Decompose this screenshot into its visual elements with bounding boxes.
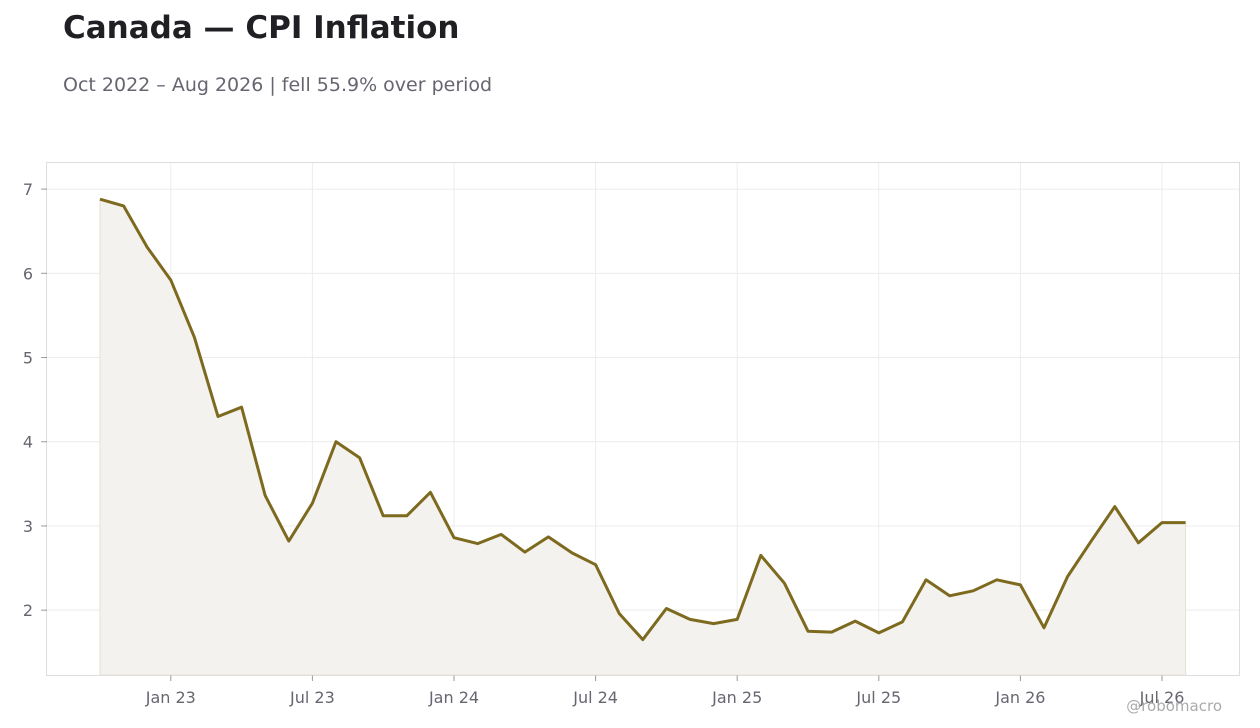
chart-subtitle: Oct 2022 – Aug 2026 | fell 55.9% over pe… <box>63 74 493 96</box>
x-tick-label: Jan 24 <box>428 688 479 707</box>
y-tick-label: 7 <box>23 180 33 199</box>
x-tick-label: Jan 23 <box>145 688 196 707</box>
watermark: @robomacro <box>1126 697 1222 715</box>
x-tick-label: Jan 26 <box>994 688 1045 707</box>
x-tick-label: Jul 26 <box>1139 688 1185 707</box>
cpi-line <box>99 197 1186 642</box>
x-axis-ticks: Jan 23 Jul 23 Jan 24 Jul 24 Jan 25 Jul 25 Jan … <box>145 675 1185 707</box>
area-fill <box>99 198 1187 676</box>
x-tick-label: Jul 24 <box>572 688 618 707</box>
y-tick-label: 6 <box>23 264 33 283</box>
y-axis-ticks: 2 3 4 5 6 7 <box>23 180 47 620</box>
x-tick-label: Jul 25 <box>855 688 901 707</box>
y-tick-label: 5 <box>23 349 33 368</box>
chart-title: Canada — CPI Inflation <box>63 10 460 46</box>
y-tick-label: 2 <box>23 601 33 620</box>
y-tick-label: 3 <box>23 517 33 536</box>
x-tick-label: Jan 25 <box>711 688 762 707</box>
y-tick-label: 4 <box>23 433 33 452</box>
x-tick-label: Jul 23 <box>289 688 335 707</box>
